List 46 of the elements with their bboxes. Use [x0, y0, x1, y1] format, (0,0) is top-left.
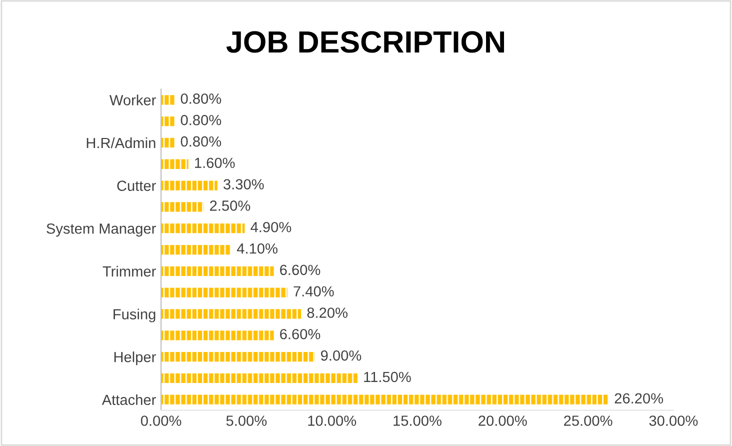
bar — [161, 180, 218, 190]
data-label: 0.80% — [180, 114, 222, 126]
bar — [161, 159, 188, 169]
bar — [161, 202, 204, 212]
data-label: 26.20% — [614, 393, 664, 404]
data-label: 3.30% — [224, 179, 264, 190]
x-tick-label: 15.00% — [394, 416, 442, 426]
data-label: 0.80% — [180, 136, 222, 147]
bar — [161, 95, 175, 105]
y-tick-label: Attacher — [102, 394, 156, 406]
data-label: 0.80% — [180, 93, 222, 104]
y-tick-label: System Manager — [46, 223, 156, 237]
data-label: 8.20% — [307, 308, 348, 318]
x-tick-label: 25.00% — [564, 416, 612, 426]
y-tick-label: Trimmer — [102, 266, 156, 277]
x-tick-label: 20.00% — [478, 416, 527, 426]
y-tick-label: H.R/Admin — [86, 137, 156, 148]
x-tick-label: 30.00% — [649, 416, 698, 426]
x-tick-label: 0.00% — [140, 416, 182, 426]
y-tick-label: Fusing — [114, 308, 156, 322]
data-label: 4.10% — [236, 243, 278, 254]
bar — [161, 288, 288, 298]
y-tick-label: Helper — [114, 352, 156, 366]
data-label: 6.60% — [280, 328, 320, 340]
data-label: 9.00% — [321, 350, 362, 361]
data-label: 2.50% — [210, 200, 250, 211]
y-tick-label: Worker — [110, 94, 156, 106]
y-tick-label: Cutter — [117, 180, 156, 191]
bar — [161, 352, 315, 362]
data-label: 6.60% — [280, 264, 320, 276]
bar — [161, 116, 175, 126]
bar — [161, 266, 274, 276]
x-tick-label: 5.00% — [226, 416, 267, 426]
bar — [161, 330, 274, 340]
data-label: 4.90% — [250, 222, 292, 232]
chart-title: JOB DESCRIPTION — [226, 31, 504, 53]
data-label: 1.60% — [195, 158, 235, 168]
x-tick-label: 10.00% — [308, 416, 356, 426]
bar — [161, 309, 302, 319]
bar — [161, 224, 245, 234]
bar — [161, 394, 609, 404]
data-label: 11.50% — [364, 372, 411, 382]
data-label: 7.40% — [294, 286, 334, 296]
bar — [161, 138, 175, 148]
bar — [161, 373, 358, 384]
bar — [161, 244, 232, 255]
